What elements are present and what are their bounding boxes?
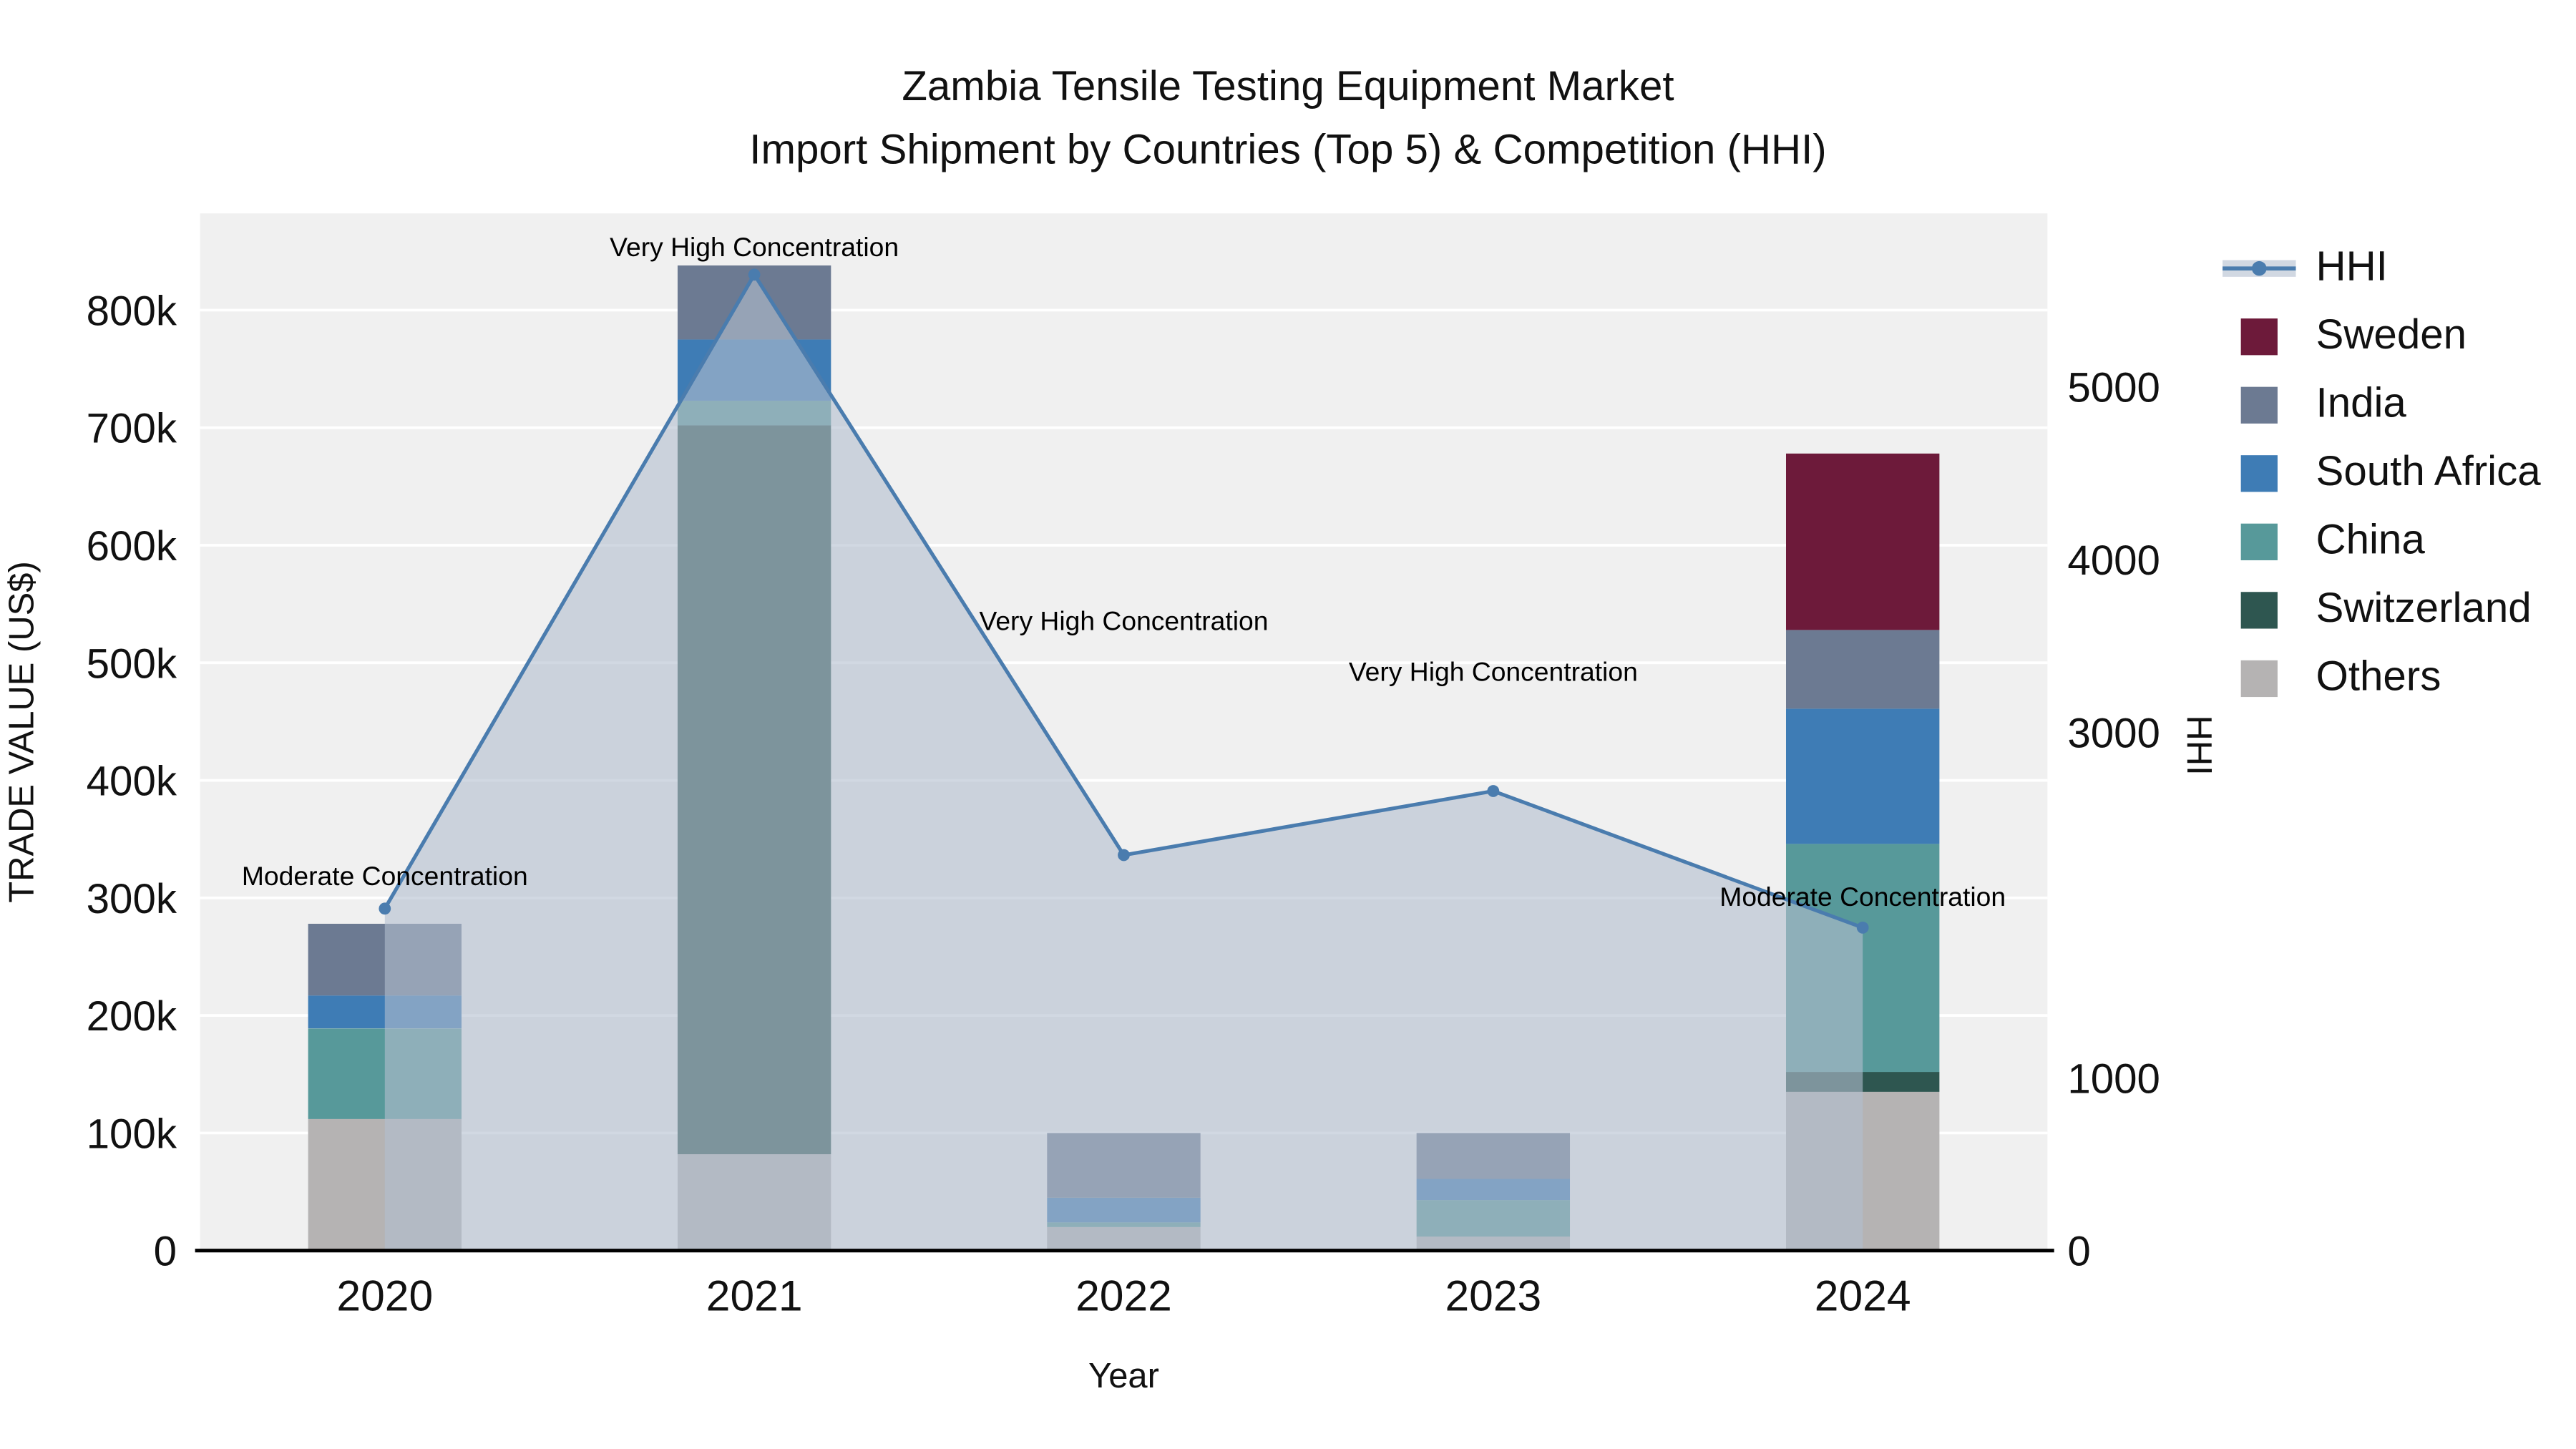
y-tick-600k: 600k: [87, 523, 177, 570]
hhi-area-fill: [384, 274, 1863, 1251]
x-axis-title: Year: [1088, 1357, 1159, 1395]
legend-item-india[interactable]: India: [2223, 370, 2541, 439]
y-tick-200k: 200k: [87, 993, 177, 1040]
x-tick-2021: 2021: [706, 1272, 803, 1320]
chart-title: Zambia Tensile Testing Equipment Market …: [0, 55, 2576, 182]
y-tick-800k: 800k: [87, 288, 177, 334]
y-tick-500k: 500k: [87, 640, 177, 687]
x-tick-2020: 2020: [336, 1272, 433, 1320]
y2-axis-title: HHI: [2180, 716, 2218, 776]
annotation-2022: Very High Concentration: [980, 605, 1269, 635]
legend-label-india: India: [2316, 380, 2406, 427]
y2-tick-4000: 4000: [2067, 537, 2160, 584]
hhi-point-2024: [1856, 921, 1869, 934]
color-swatch-china: [2223, 522, 2296, 560]
legend-label-south-africa: South Africa: [2316, 448, 2541, 496]
legend-label-hhi: HHI: [2316, 243, 2388, 291]
legend-item-sweden[interactable]: Sweden: [2223, 302, 2541, 371]
bar-sweden-2024: [1786, 453, 1940, 630]
chart-title-line2: Import Shipment by Countries (Top 5) & C…: [749, 127, 1827, 174]
y-tick-0: 0: [154, 1229, 177, 1275]
legend-item-china[interactable]: China: [2223, 507, 2541, 575]
x-tick-2024: 2024: [1815, 1272, 1911, 1320]
color-swatch-sweden: [2223, 317, 2296, 355]
legend-item-south-africa[interactable]: South Africa: [2223, 439, 2541, 507]
annotation-2021: Very High Concentration: [610, 232, 899, 262]
bar-india-2024: [1786, 630, 1940, 709]
legend: HHI Sweden India South Africa China Switzerla…: [2223, 233, 2541, 712]
hhi-point-2021: [748, 268, 761, 281]
y2-tick-0: 0: [2067, 1229, 2090, 1275]
legend-label-switzerland: Switzerland: [2316, 585, 2532, 633]
legend-label-others: Others: [2316, 653, 2441, 701]
x-tick-2022: 2022: [1075, 1272, 1172, 1320]
y-tick-400k: 400k: [87, 758, 177, 805]
legend-item-others[interactable]: Others: [2223, 643, 2541, 712]
color-swatch-south-africa: [2223, 454, 2296, 492]
legend-item-hhi[interactable]: HHI: [2223, 233, 2541, 302]
color-swatch-others: [2223, 659, 2296, 696]
y-tick-100k: 100k: [87, 1111, 177, 1157]
legend-label-sweden: Sweden: [2316, 311, 2467, 359]
y-axis-title: TRADE VALUE (US$): [3, 561, 42, 903]
chart-title-line1: Zambia Tensile Testing Equipment Market: [902, 63, 1674, 110]
y2-tick-1000: 1000: [2067, 1055, 2160, 1102]
hhi-line-swatch-icon: [2223, 249, 2296, 286]
annotation-2020: Moderate Concentration: [242, 861, 528, 891]
legend-item-switzerland[interactable]: Switzerland: [2223, 575, 2541, 644]
annotation-2024: Moderate Concentration: [1719, 882, 2006, 912]
y2-tick-3000: 3000: [2067, 710, 2160, 756]
color-swatch-switzerland: [2223, 591, 2296, 628]
y-tick-300k: 300k: [87, 876, 177, 922]
color-swatch-india: [2223, 386, 2296, 423]
hhi-point-2020: [379, 902, 391, 915]
x-tick-2023: 2023: [1445, 1272, 1541, 1320]
annotation-2023: Very High Concentration: [1349, 657, 1638, 687]
hhi-point-2022: [1118, 849, 1130, 862]
hhi-point-2023: [1487, 785, 1500, 797]
y-tick-700k: 700k: [87, 406, 177, 452]
y2-tick-5000: 5000: [2067, 365, 2160, 411]
legend-label-china: China: [2316, 517, 2425, 564]
bar-south-africa-2024: [1786, 708, 1940, 844]
